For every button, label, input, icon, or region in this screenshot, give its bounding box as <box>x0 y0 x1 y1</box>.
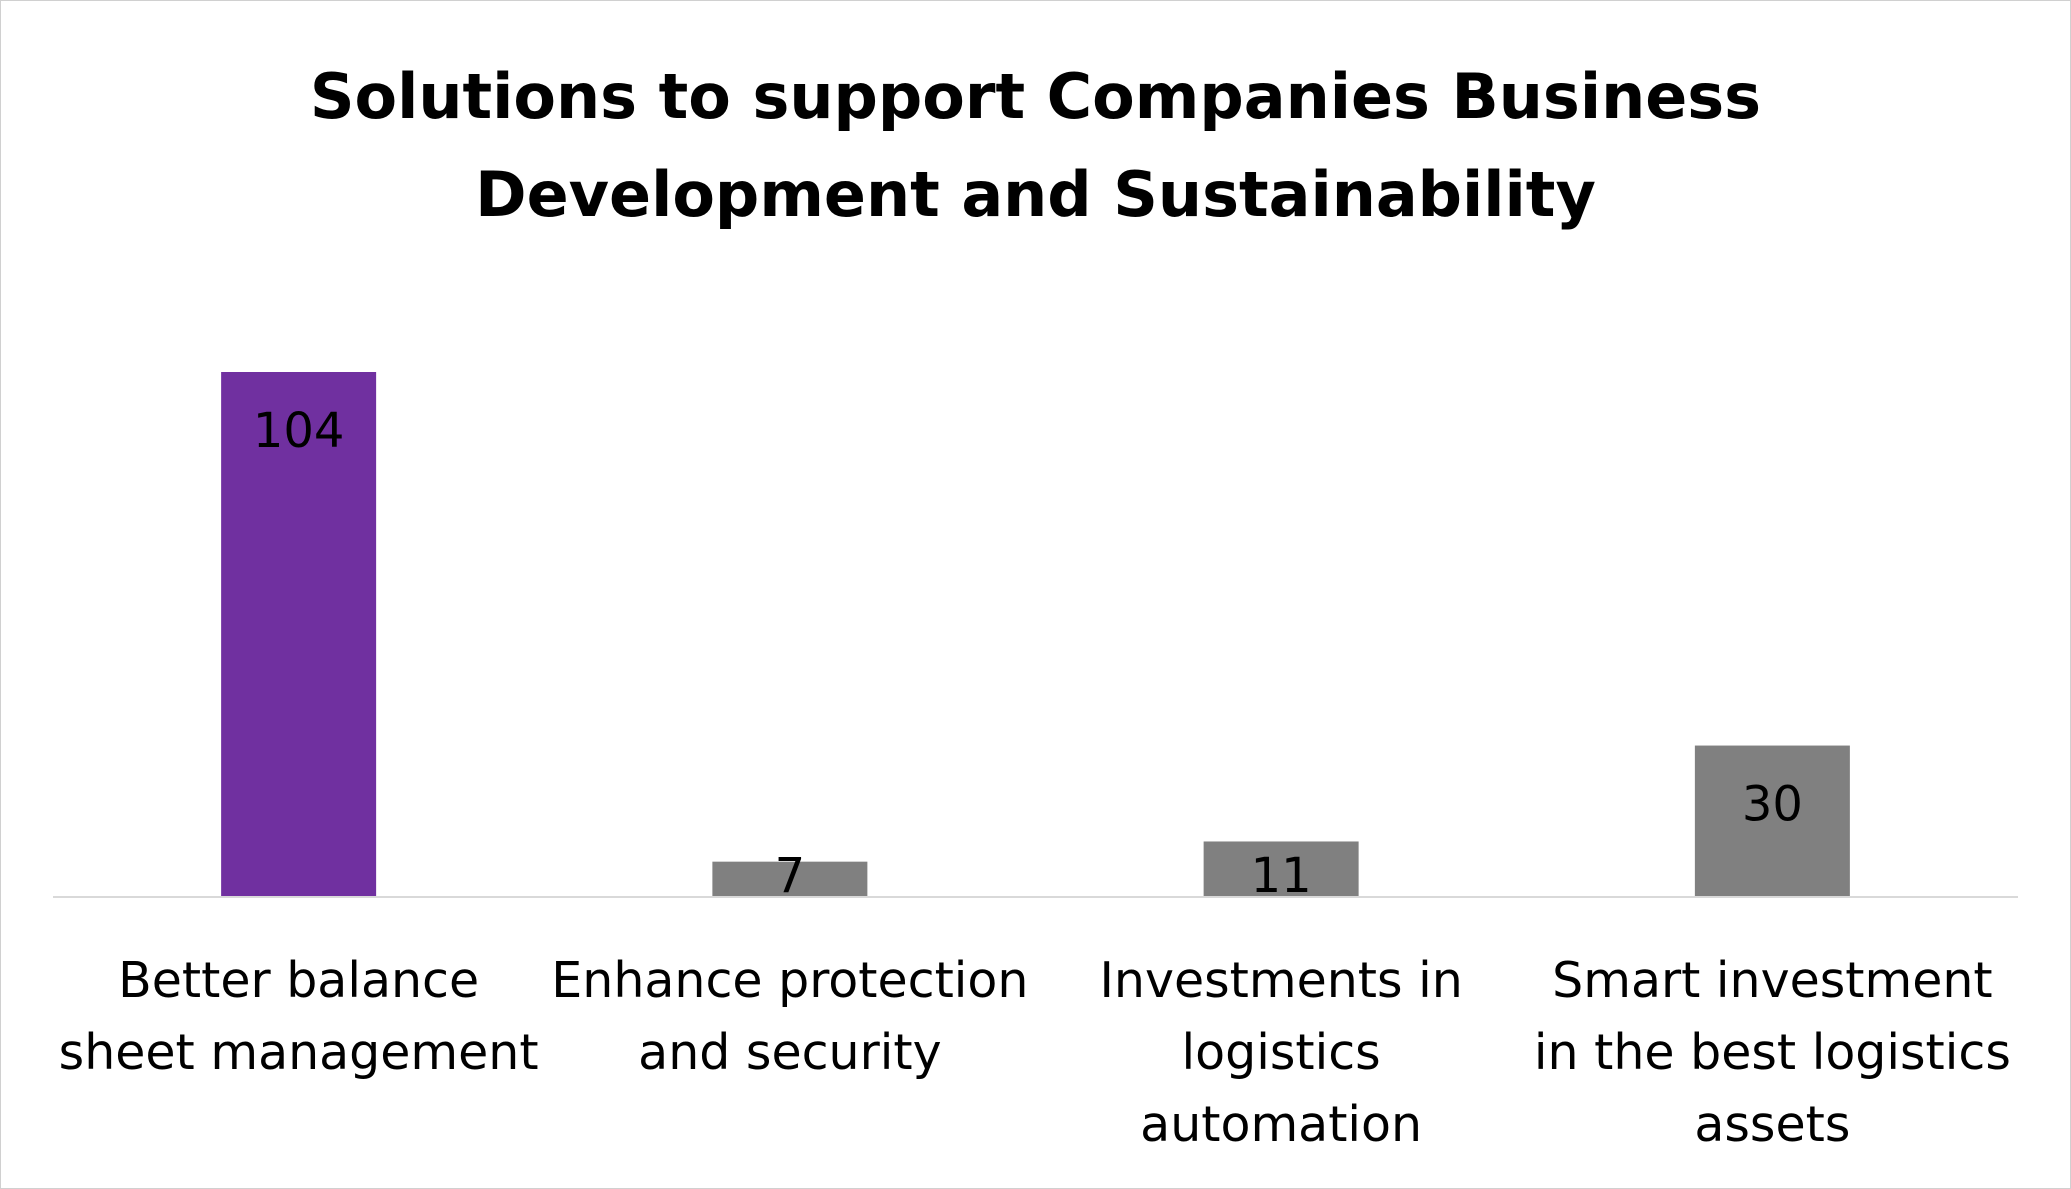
x-tick-label: Investments in logistics automation <box>1099 952 1463 1153</box>
data-label: 104 <box>253 403 345 459</box>
x-tick-label: Smart investment in the best logistics a… <box>1533 952 2011 1153</box>
x-tick-label: Enhance protection and security <box>551 952 1029 1081</box>
data-label: 30 <box>1742 777 1803 833</box>
chart-title: Solutions to support Companies Business … <box>309 60 1762 231</box>
bar <box>712 861 868 897</box>
x-tick-label: Better balance sheet management <box>58 952 539 1081</box>
data-label: 7 <box>775 848 806 904</box>
bar <box>221 372 377 897</box>
data-label: 11 <box>1251 848 1312 904</box>
bar <box>1694 745 1850 897</box>
bar <box>1203 841 1359 897</box>
